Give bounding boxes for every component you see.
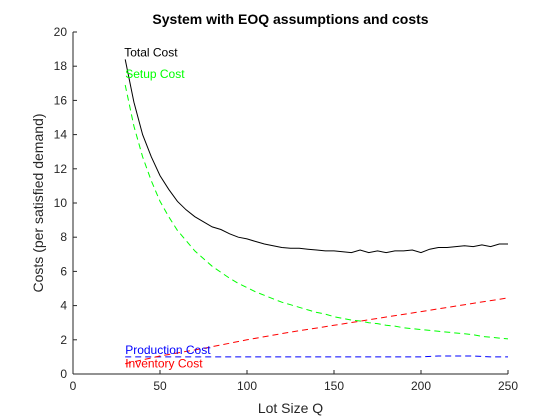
x-axis-label: Lot Size Q xyxy=(258,400,323,416)
y-tick-label: 20 xyxy=(54,25,68,39)
y-tick-label: 18 xyxy=(54,59,68,73)
y-axis-label: Costs (per satisfied demand) xyxy=(30,114,46,293)
series-label-inventory-cost: Inventory Cost xyxy=(125,357,203,371)
y-tick-label: 12 xyxy=(54,162,68,176)
x-tick-label: 200 xyxy=(411,379,431,393)
x-tick-label: 250 xyxy=(498,379,518,393)
plot-area: 0 50 100 150 200 250 0 2 4 6 8 10 12 14 16 18 20 Total Co… xyxy=(54,25,519,393)
x-tick-label: 100 xyxy=(237,379,257,393)
series-line-production-cost xyxy=(125,355,508,358)
y-tick-label: 8 xyxy=(60,230,67,244)
x-tick-label: 150 xyxy=(324,379,344,393)
y-tick-label: 0 xyxy=(60,367,67,381)
y-tick-label: 10 xyxy=(54,196,68,210)
series-line-setup-cost xyxy=(124,84,509,340)
series-label-total-cost: Total Cost xyxy=(124,45,178,59)
y-tick-label: 2 xyxy=(60,333,67,347)
series-label-setup-cost: Setup Cost xyxy=(125,67,185,81)
series-line-inventory-cost xyxy=(125,297,509,365)
y-tick-label: 16 xyxy=(54,93,68,107)
y-tick-label: 6 xyxy=(60,264,67,278)
series-line-total-cost xyxy=(124,59,508,254)
y-tick-label: 4 xyxy=(60,299,67,313)
chart-title: System with EOQ assumptions and costs xyxy=(152,11,428,27)
series-label-production-cost: Production Cost xyxy=(125,343,211,357)
x-tick-label: 0 xyxy=(70,379,77,393)
x-tick-label: 50 xyxy=(153,379,167,393)
y-tick-label: 14 xyxy=(54,128,68,142)
